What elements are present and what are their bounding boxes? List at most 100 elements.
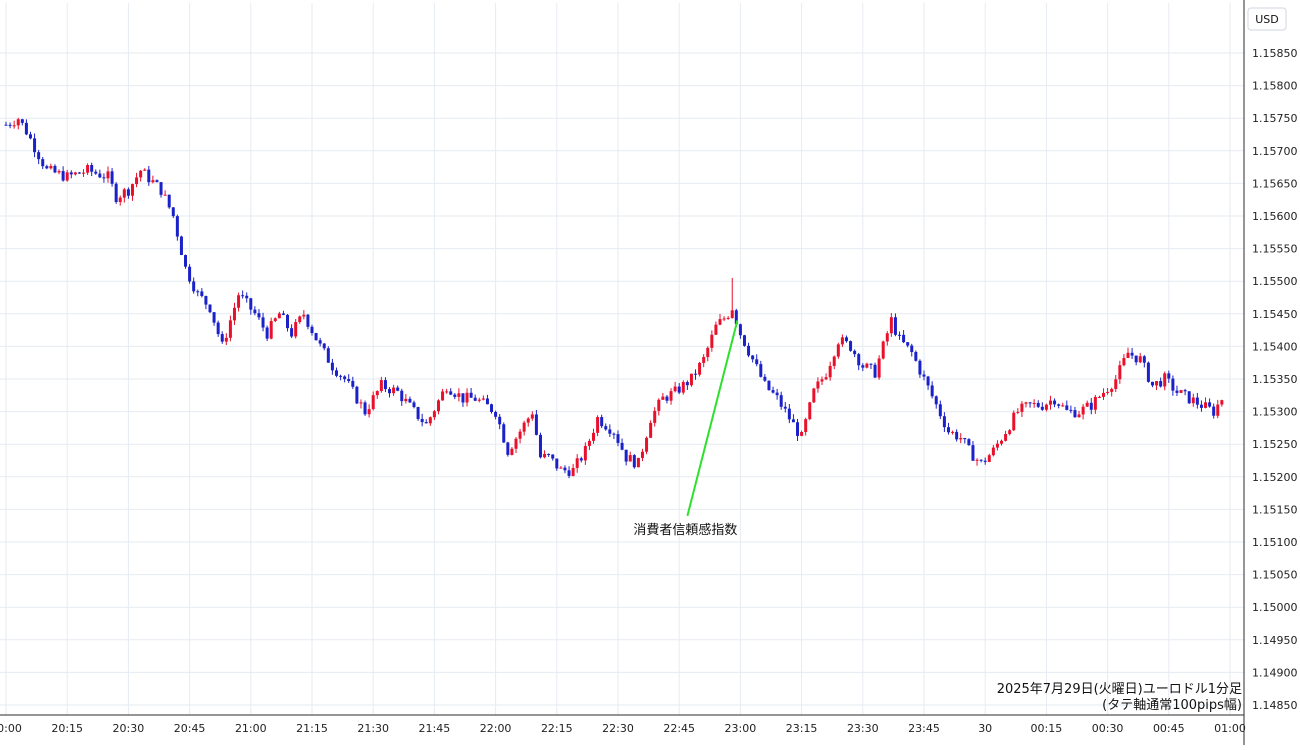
y-tick-label: 1.15100 (1252, 536, 1298, 549)
candle-body (800, 432, 804, 436)
candle-body (396, 387, 400, 391)
candle-body (379, 380, 383, 392)
candle-body (1179, 390, 1183, 393)
candle-body (286, 314, 290, 329)
candle-body (436, 400, 440, 412)
candle-body (1069, 409, 1073, 411)
candle-body (253, 309, 257, 314)
candle-body (273, 318, 277, 322)
candle-body (910, 345, 914, 352)
x-tick-label: 20:45 (174, 722, 206, 735)
x-tick-label: 21:30 (357, 722, 389, 735)
candle-body (938, 404, 942, 417)
candle-body (653, 410, 657, 423)
candle-body (726, 317, 730, 319)
candle-body (959, 438, 963, 440)
candle-body (490, 404, 494, 412)
candle-body (1146, 362, 1150, 382)
candle-body (869, 363, 873, 365)
x-tick-label: 23:45 (908, 722, 940, 735)
candle-body (1040, 406, 1044, 410)
candle-body (885, 333, 889, 342)
candle-body (767, 380, 771, 391)
candle-body (1081, 406, 1085, 415)
candle-body (371, 395, 375, 410)
candle-body (502, 424, 506, 443)
candle-body (587, 440, 591, 446)
y-tick-label: 1.15600 (1252, 210, 1298, 223)
candle-body (906, 342, 910, 346)
candle-body (1073, 410, 1077, 418)
x-tick-label: 21:45 (419, 722, 451, 735)
candle-body (987, 455, 991, 462)
x-tick-label: 00:15 (1031, 722, 1063, 735)
candle-body (612, 433, 616, 435)
candle-body (94, 171, 98, 174)
candle-body (375, 391, 379, 396)
candle-body (1216, 404, 1220, 416)
candle-body (200, 291, 204, 297)
candle-body (481, 398, 485, 400)
y-tick-label: 1.14950 (1252, 634, 1298, 647)
candle-body (126, 189, 130, 196)
candle-body (1163, 373, 1167, 387)
candle-body (681, 382, 685, 393)
candle-body (498, 416, 502, 425)
candle-body (592, 432, 596, 441)
candle-body (624, 449, 628, 462)
candle-body (791, 419, 795, 423)
candle-body (1212, 406, 1216, 416)
candle-body (4, 124, 8, 126)
x-tick-label: 20:15 (51, 722, 83, 735)
candle-body (751, 355, 755, 360)
y-tick-label: 1.15150 (1252, 503, 1298, 516)
candle-body (347, 379, 351, 381)
candle-body (861, 365, 865, 368)
candle-body (1085, 402, 1089, 407)
candle-body (522, 422, 526, 432)
candle-body (514, 438, 518, 449)
candle-body (608, 429, 612, 434)
candle-body (1199, 404, 1203, 408)
candle-body (771, 390, 775, 393)
candle-body (237, 295, 241, 308)
candle-body (420, 418, 424, 423)
candle-body (1048, 400, 1052, 405)
candle-body (45, 166, 49, 169)
candle-body (779, 395, 783, 407)
candle-body (783, 406, 787, 409)
x-tick-label: 00:30 (1092, 722, 1124, 735)
candle-body (404, 398, 408, 402)
candle-body (277, 313, 281, 319)
candle-body (722, 318, 726, 320)
x-tick-label: 21:15 (296, 722, 328, 735)
candle-body (955, 431, 959, 440)
candle-body (147, 169, 151, 183)
candle-body (824, 377, 828, 380)
candle-body (334, 370, 338, 376)
candle-body (567, 470, 571, 476)
candle-body (1220, 400, 1224, 405)
candle-body (1171, 378, 1175, 391)
candle-body (1097, 396, 1101, 398)
candle-body (159, 182, 163, 195)
x-tick-label: 21:00 (235, 722, 267, 735)
candle-body (747, 345, 751, 356)
candle-body (685, 382, 689, 386)
candle-body (1118, 365, 1122, 380)
candle-body (130, 184, 134, 196)
y-tick-label: 1.15000 (1252, 601, 1298, 614)
candle-body (37, 152, 41, 160)
candle-body (314, 333, 318, 341)
chart-caption-line: (タテ軸通常100pips幅) (1102, 698, 1242, 713)
candle-body (135, 177, 139, 185)
candle-body (979, 459, 983, 461)
candle-body (12, 125, 16, 127)
candle-body (220, 334, 224, 342)
y-tick-label: 1.15650 (1252, 177, 1298, 190)
candle-body (453, 394, 457, 397)
candle-body (934, 396, 938, 405)
candle-body (559, 467, 563, 469)
x-tick-label: 00:45 (1153, 722, 1185, 735)
candle-body (24, 122, 28, 135)
